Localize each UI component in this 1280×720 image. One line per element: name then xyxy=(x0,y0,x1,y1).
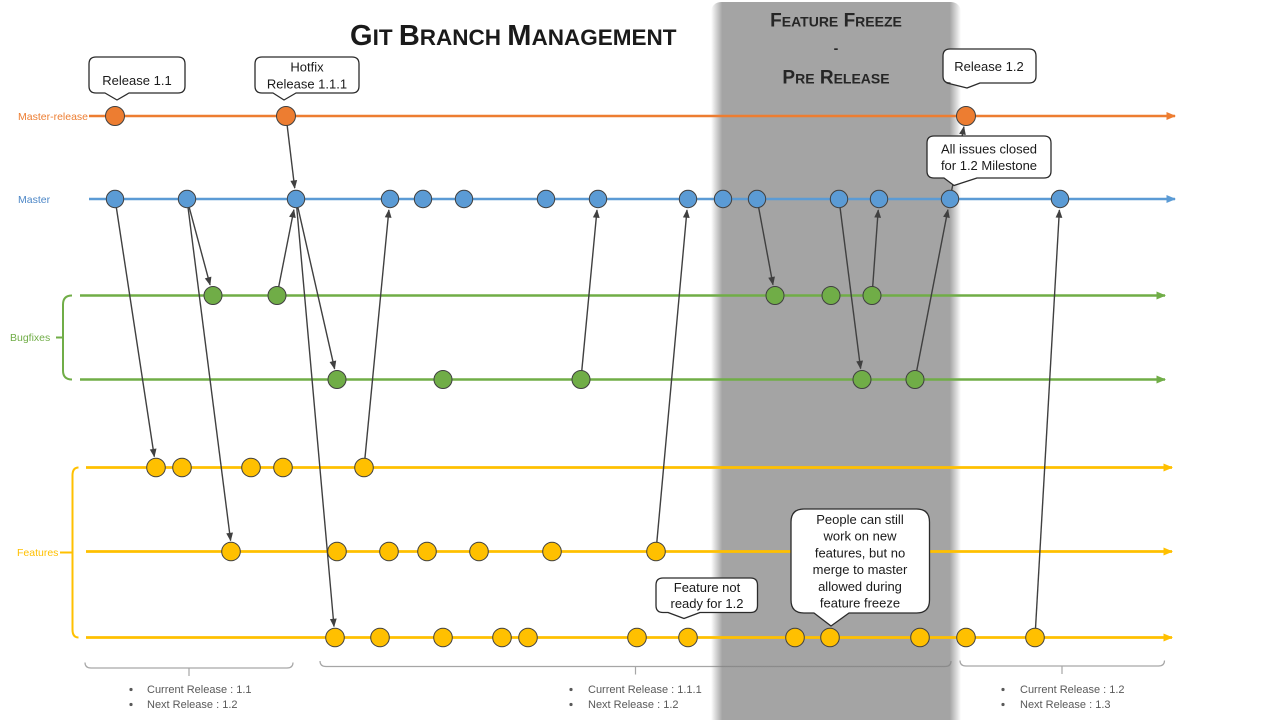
svg-text:Release 1.1: Release 1.1 xyxy=(102,73,171,88)
svg-text:Current Release : 1.1.1: Current Release : 1.1.1 xyxy=(588,684,702,696)
svg-text:Bugfixes: Bugfixes xyxy=(10,332,50,344)
svg-text:GIT BRANCH MANAGEMENT: GIT BRANCH MANAGEMENT xyxy=(350,20,677,52)
svg-text:People can still: People can still xyxy=(816,512,904,527)
svg-text:Next Release : 1.2: Next Release : 1.2 xyxy=(147,699,238,711)
svg-text:Feature not: Feature not xyxy=(674,580,741,595)
svg-text:for 1.2 Milestone: for 1.2 Milestone xyxy=(941,158,1037,173)
svg-text:features, but no: features, but no xyxy=(815,545,905,560)
svg-text:Master-release: Master-release xyxy=(18,111,88,123)
svg-text:allowed during: allowed during xyxy=(818,579,902,594)
svg-text:Release 1.2: Release 1.2 xyxy=(954,59,1023,74)
svg-text:Hotfix: Hotfix xyxy=(290,60,324,75)
svg-text:Next Release : 1.2: Next Release : 1.2 xyxy=(588,699,679,711)
svg-text:feature freeze: feature freeze xyxy=(820,596,900,611)
svg-text:Master: Master xyxy=(18,194,51,206)
svg-text:Current Release : 1.1: Current Release : 1.1 xyxy=(147,684,252,696)
svg-text:PRE RELEASE: PRE RELEASE xyxy=(782,68,889,89)
svg-text:Release 1.1.1: Release 1.1.1 xyxy=(267,77,347,92)
svg-text:Next Release : 1.3: Next Release : 1.3 xyxy=(1020,699,1111,711)
svg-text:Current Release : 1.2: Current Release : 1.2 xyxy=(1020,684,1125,696)
svg-text:merge to master: merge to master xyxy=(813,562,908,577)
svg-text:-: - xyxy=(834,40,839,56)
svg-text:work on new: work on new xyxy=(823,529,898,544)
svg-text:ready for 1.2: ready for 1.2 xyxy=(671,596,744,611)
svg-text:All issues closed: All issues closed xyxy=(941,142,1037,157)
svg-text:FEATURE FREEZE: FEATURE FREEZE xyxy=(770,11,902,32)
svg-text:Features: Features xyxy=(17,547,58,559)
